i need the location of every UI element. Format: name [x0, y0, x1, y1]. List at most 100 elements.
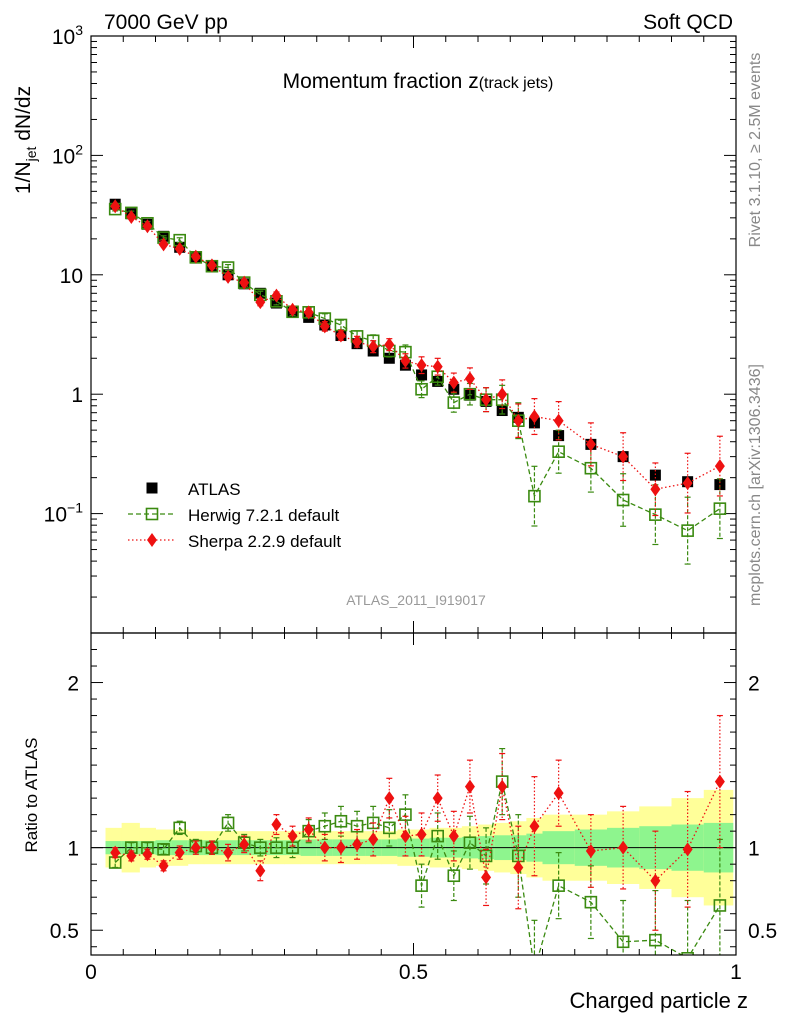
- ratio-point: [158, 858, 169, 873]
- ratio-point: [681, 952, 694, 955]
- data-point: [481, 392, 492, 407]
- ratio-y-tick-label: 0.5: [50, 920, 79, 943]
- x-tick-label: 0.5: [399, 961, 428, 984]
- ratio-point: [448, 829, 459, 844]
- ratio-point: [552, 879, 565, 892]
- ratio-point: [529, 819, 540, 834]
- data-point: [319, 319, 330, 334]
- ratio-point: [287, 829, 298, 844]
- data-point: [271, 288, 282, 303]
- x-tick-label: 0: [85, 961, 97, 984]
- data-series: [108, 198, 727, 565]
- x-tick-label: 1: [730, 961, 742, 984]
- data-point: [649, 469, 661, 481]
- data-point: [400, 353, 411, 368]
- ratio-point: [126, 848, 137, 863]
- ratio-y-tick-label: 2: [67, 673, 79, 696]
- ratio-point: [190, 840, 201, 855]
- data-point: [553, 413, 564, 428]
- data-point: [618, 449, 629, 464]
- data-point: [255, 295, 266, 310]
- ratio-point: [270, 841, 283, 854]
- ratio-point: [553, 786, 564, 801]
- data-point: [681, 524, 694, 537]
- data-point: [142, 219, 153, 234]
- main-y-axis-label: 1/Njet dN/dz: [12, 86, 39, 194]
- ratio-point: [447, 869, 461, 883]
- ratio-point: [682, 842, 693, 857]
- data-point: [270, 297, 282, 309]
- legend-marker: [146, 482, 158, 494]
- ratio-point: [110, 845, 121, 860]
- legend-marker: [147, 533, 157, 547]
- data-point: [714, 479, 726, 491]
- ratio-series: [108, 714, 727, 975]
- data-point: [190, 249, 201, 264]
- ratio-point: [334, 814, 348, 828]
- ratio-point: [513, 860, 524, 875]
- data-point: [464, 389, 476, 401]
- mcplots-source-label: mcplots.cern.ch [arXiv:1306.3436]: [747, 364, 764, 606]
- y-tick-label: 103: [52, 22, 83, 49]
- ratio-point: [239, 837, 250, 852]
- data-point: [463, 387, 477, 401]
- header-energy: 7000 GeV pp: [104, 11, 228, 34]
- data-point: [448, 375, 459, 390]
- data-point: [447, 396, 461, 409]
- ratio-point: [650, 873, 661, 888]
- ratio-point: [400, 829, 411, 844]
- ratio-point: [584, 895, 598, 909]
- ratio-y-tick-label-right: 1: [748, 838, 760, 861]
- legend-label: Sherpa 2.2.9 default: [188, 532, 341, 551]
- data-point: [383, 352, 395, 364]
- data-point: [585, 437, 596, 452]
- ratio-point: [271, 817, 282, 832]
- ratio-point: [463, 836, 477, 850]
- ratio-series-2: [110, 714, 725, 931]
- x-axis-label: Charged particle z: [569, 988, 748, 1013]
- ratio-y-tick-label-right: 0.5: [748, 920, 777, 943]
- data-point: [528, 489, 541, 503]
- data-point: [158, 237, 169, 252]
- data-point: [464, 371, 475, 386]
- data-point: [335, 328, 346, 343]
- ratio-point: [206, 840, 217, 855]
- ratio-point: [431, 829, 444, 843]
- ratio-point: [618, 840, 629, 855]
- ratio-point: [350, 819, 364, 833]
- data-point: [682, 476, 693, 491]
- y-tick-label: 102: [52, 141, 83, 168]
- ratio-point: [713, 899, 727, 912]
- ratio-point: [157, 843, 170, 856]
- data-point: [174, 241, 185, 256]
- ratio-point: [497, 779, 508, 794]
- ratio-point: [303, 822, 314, 837]
- data-point: [368, 339, 379, 354]
- data-point: [415, 382, 428, 396]
- series-0: [109, 198, 726, 491]
- y-tick-label: 1: [71, 384, 83, 407]
- ratio-point: [142, 847, 153, 862]
- ratio-point: [318, 819, 332, 833]
- ratio-point: [319, 840, 330, 855]
- data-point: [714, 459, 725, 474]
- ratio-point: [649, 933, 662, 947]
- data-point: [352, 334, 363, 349]
- series-line: [114, 205, 721, 490]
- ratio-point: [384, 791, 395, 806]
- data-point: [529, 409, 540, 424]
- ratio-point: [173, 821, 186, 835]
- data-point: [650, 482, 661, 497]
- data-point: [432, 359, 443, 374]
- ratio-point: [481, 870, 492, 885]
- ratio-point: [352, 837, 363, 852]
- analysis-tag: ATLAS_2011_I919017: [346, 592, 486, 608]
- ratio-point: [415, 879, 428, 892]
- ratio-point: [616, 935, 630, 949]
- data-point: [552, 445, 565, 458]
- data-point: [616, 493, 630, 507]
- ratio-point: [529, 964, 540, 975]
- legend-marker: [145, 507, 159, 521]
- ratio-point: [585, 843, 596, 858]
